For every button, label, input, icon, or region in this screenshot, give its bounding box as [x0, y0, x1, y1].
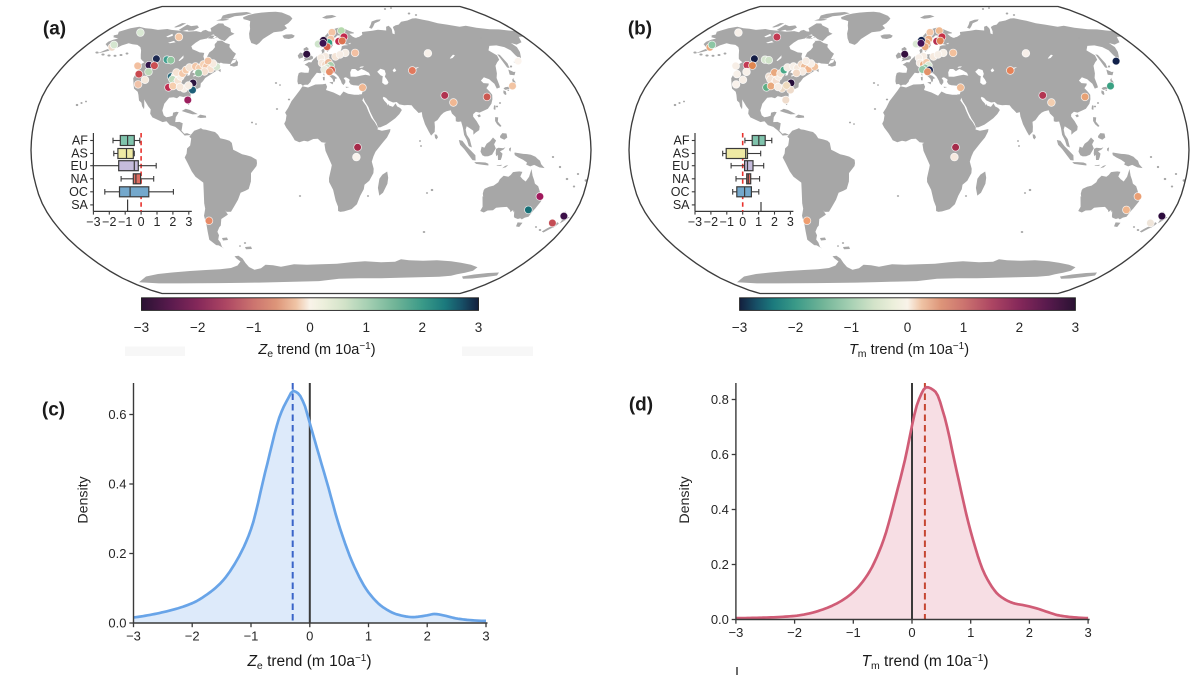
svg-text:AS: AS	[673, 147, 690, 161]
svg-text:2: 2	[1016, 320, 1024, 335]
svg-text:3: 3	[475, 320, 483, 335]
svg-text:Ze trend (m 10a−1): Ze trend (m 10a−1)	[257, 341, 375, 360]
svg-text:0: 0	[306, 629, 313, 644]
svg-text:0: 0	[306, 320, 314, 335]
svg-text:(a): (a)	[43, 19, 66, 40]
svg-text:−2: −2	[787, 625, 802, 640]
svg-text:1: 1	[362, 320, 370, 335]
svg-text:−3: −3	[728, 625, 743, 640]
svg-text:0.4: 0.4	[711, 502, 729, 517]
svg-text:NA: NA	[672, 172, 690, 186]
svg-text:−2: −2	[704, 215, 718, 229]
svg-text:2: 2	[419, 320, 427, 335]
svg-text:2: 2	[1026, 625, 1033, 640]
svg-text:0: 0	[138, 215, 145, 229]
svg-text:Density: Density	[677, 475, 693, 523]
svg-text:NA: NA	[71, 172, 89, 186]
svg-text:3: 3	[1084, 625, 1091, 640]
svg-text:2: 2	[771, 215, 778, 229]
svg-text:−3: −3	[86, 215, 100, 229]
svg-text:3: 3	[185, 215, 192, 229]
svg-text:Tm trend (m 10a−1): Tm trend (m 10a−1)	[849, 341, 969, 360]
svg-text:0.2: 0.2	[108, 546, 126, 561]
svg-text:3: 3	[787, 215, 794, 229]
svg-text:3: 3	[482, 629, 489, 644]
svg-text:−2: −2	[190, 320, 205, 335]
svg-text:(d): (d)	[629, 395, 653, 416]
svg-text:0.0: 0.0	[108, 616, 126, 631]
svg-text:−3: −3	[688, 215, 702, 229]
svg-text:0: 0	[908, 625, 915, 640]
svg-text:−2: −2	[788, 320, 803, 335]
svg-text:1: 1	[154, 215, 161, 229]
svg-text:1: 1	[967, 625, 974, 640]
svg-text:Density: Density	[76, 475, 92, 523]
svg-text:−3: −3	[126, 629, 141, 644]
svg-text:OC: OC	[69, 185, 88, 199]
svg-text:SA: SA	[71, 198, 88, 212]
svg-text:1: 1	[755, 215, 762, 229]
svg-text:−1: −1	[846, 625, 861, 640]
svg-text:AF: AF	[674, 134, 690, 148]
svg-text:Ze trend (m 10a−1): Ze trend (m 10a−1)	[246, 653, 371, 672]
svg-text:−2: −2	[185, 629, 200, 644]
svg-text:SA: SA	[673, 198, 690, 212]
svg-text:−1: −1	[844, 320, 859, 335]
svg-text:OC: OC	[671, 185, 690, 199]
svg-text:1: 1	[365, 629, 372, 644]
svg-text:−1: −1	[720, 215, 734, 229]
svg-text:1: 1	[960, 320, 968, 335]
svg-text:3: 3	[1072, 320, 1080, 335]
svg-text:AF: AF	[72, 134, 88, 148]
svg-text:−1: −1	[244, 629, 259, 644]
svg-text:−2: −2	[102, 215, 116, 229]
svg-text:−3: −3	[732, 320, 747, 335]
svg-text:0: 0	[904, 320, 912, 335]
svg-text:−1: −1	[118, 215, 132, 229]
svg-text:0.8: 0.8	[711, 392, 729, 407]
svg-text:−1: −1	[246, 320, 261, 335]
svg-text:0.6: 0.6	[711, 447, 729, 462]
svg-text:0.0: 0.0	[711, 612, 729, 627]
svg-text:(b): (b)	[628, 19, 652, 40]
svg-text:2: 2	[424, 629, 431, 644]
svg-text:−3: −3	[134, 320, 149, 335]
svg-text:0: 0	[739, 215, 746, 229]
svg-text:EU: EU	[71, 159, 88, 173]
svg-text:2: 2	[169, 215, 176, 229]
svg-text:(c): (c)	[42, 400, 65, 421]
svg-text:0.2: 0.2	[711, 557, 729, 572]
svg-text:0.4: 0.4	[108, 477, 126, 492]
svg-text:AS: AS	[71, 147, 88, 161]
svg-text:EU: EU	[672, 159, 689, 173]
svg-text:0.6: 0.6	[108, 407, 126, 422]
svg-text:Tm trend (m 10a−1): Tm trend (m 10a−1)	[862, 653, 989, 672]
